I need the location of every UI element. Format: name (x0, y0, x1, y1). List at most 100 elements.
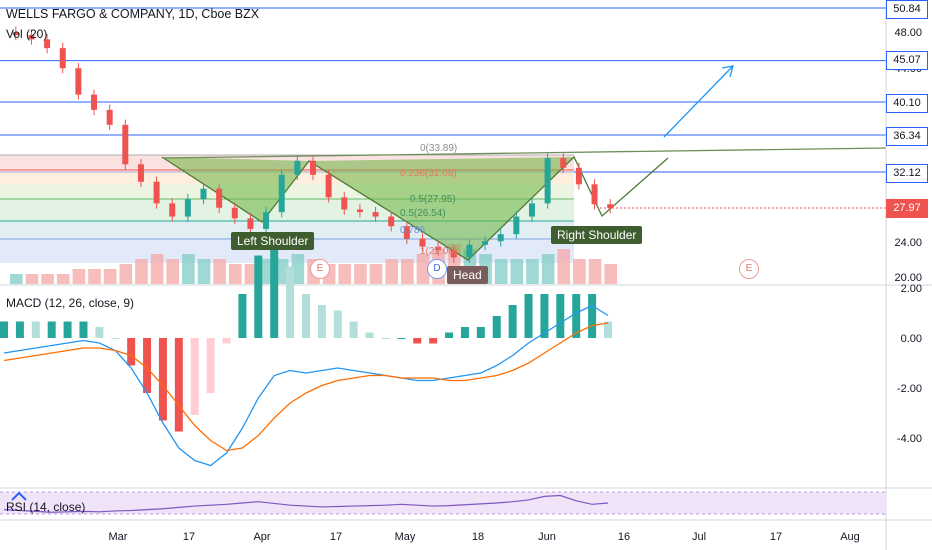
time-tick: May (394, 531, 416, 543)
candle-body (12, 32, 19, 35)
left-shoulder-label[interactable]: Left Shoulder (231, 232, 315, 250)
target-arrow-line[interactable] (663, 66, 733, 138)
volume-bar (541, 254, 555, 284)
volume-bar (244, 264, 258, 284)
price-tick: 48.00 (894, 27, 922, 39)
price-tick: 24.00 (894, 237, 922, 249)
macd-histogram-bar (222, 338, 231, 344)
rsi-band (0, 492, 886, 514)
neckline[interactable] (161, 147, 887, 159)
macd-histogram-bar (270, 244, 279, 338)
candle-body (356, 209, 363, 213)
macd-tick: 0.00 (900, 333, 922, 345)
candle-body (91, 94, 98, 110)
volume-bar (103, 269, 117, 284)
candle-body (28, 35, 35, 40)
fib-label-236: 0.236(31.08) (400, 168, 457, 179)
volume-indicator-title[interactable]: Vol (20) (6, 27, 48, 41)
earnings-event-icon[interactable]: E (310, 259, 330, 279)
time-tick: 18 (471, 531, 485, 543)
price-level-label[interactable]: 36.34 (886, 127, 928, 146)
candle-body (310, 160, 316, 175)
time-tick: Mar (108, 531, 128, 543)
candle-body (560, 158, 567, 168)
volume-bar (510, 259, 524, 284)
candle-body (200, 188, 207, 200)
macd-histogram-bar (604, 321, 612, 338)
macd-histogram-bar (79, 321, 88, 338)
macd-histogram-bar (158, 338, 167, 421)
volume-bar (72, 269, 86, 284)
volume-bar (88, 269, 101, 284)
macd-histogram-bar (254, 255, 263, 338)
candle-body (544, 158, 551, 204)
candle-body (263, 212, 270, 229)
candle-body (575, 167, 582, 185)
macd-histogram-bar (206, 338, 215, 393)
candle-body (591, 184, 598, 205)
head-and-shoulders-pattern[interactable] (161, 65, 887, 261)
candle-body (341, 197, 348, 210)
macd-histogram-bar (524, 294, 533, 338)
volume-bar (275, 259, 289, 284)
time-tick: Apr (253, 531, 271, 543)
right-shoulder-label[interactable]: Right Shoulder (551, 226, 643, 244)
price-level-lines[interactable] (0, 7, 886, 173)
candle-body (231, 207, 238, 219)
dividend-event-icon[interactable]: D (427, 259, 447, 279)
macd-histogram-bar (540, 294, 549, 338)
macd-indicator-title[interactable]: MACD (12, 26, close, 9) (6, 296, 135, 310)
macd-histogram-bar (413, 338, 422, 344)
candle-body (435, 246, 442, 251)
price-level-label[interactable]: 50.84 (886, 0, 928, 19)
fib-label-5: 0.5(27.95) (410, 194, 456, 205)
volume-bar (573, 259, 586, 284)
macd-histogram-bar (111, 338, 120, 339)
volume-bar (150, 254, 164, 284)
macd-histogram-bar (508, 305, 517, 338)
time-tick: 16 (617, 531, 631, 543)
volume-bar (56, 274, 70, 284)
macd-histogram-bar (349, 321, 358, 338)
time-tick: 17 (182, 531, 196, 543)
candle-body (169, 203, 176, 217)
candle-body (294, 160, 301, 175)
macd-histogram-bar (238, 294, 247, 338)
macd-histogram (0, 244, 612, 432)
volume-bar (401, 259, 414, 284)
volume-bar (416, 254, 430, 284)
candle-body (497, 234, 504, 242)
rsi-indicator-title[interactable]: RSI (14, close) (6, 500, 86, 514)
macd-tick: 2.00 (900, 283, 922, 295)
macd-histogram-bar (174, 338, 183, 432)
volume-bar (588, 259, 602, 284)
price-candles[interactable] (12, 26, 614, 263)
price-level-label[interactable]: 40.10 (886, 94, 928, 113)
volume-bar (182, 254, 195, 284)
collapse-pane-icon[interactable] (10, 489, 28, 501)
current-price-label[interactable]: 27.97 (886, 199, 928, 218)
candle-body (325, 174, 332, 198)
candle-body (528, 203, 535, 217)
macd-line (3, 304, 609, 467)
price-level-label[interactable]: 45.07 (886, 51, 928, 70)
chart-header[interactable]: WELLS FARGO & COMPANY, 1D, Cboe BZX (6, 7, 260, 21)
volume-bar (10, 274, 23, 284)
candle-body (513, 216, 520, 235)
pattern-head-triangle (309, 157, 574, 260)
macd-histogram-bar (95, 327, 104, 338)
earnings-event-icon[interactable]: E (739, 259, 759, 279)
macd-histogram-bar (333, 310, 342, 338)
macd-histogram-bar (556, 294, 565, 338)
volume-bar (213, 259, 226, 284)
macd-histogram-bar (286, 266, 295, 338)
time-tick: 17 (329, 531, 343, 543)
volume-bar (291, 254, 305, 284)
candle-body (450, 250, 457, 258)
candle-body (59, 48, 66, 69)
macd-histogram-bar (15, 321, 24, 338)
head-label[interactable]: Head (447, 266, 488, 284)
price-level-label[interactable]: 32.12 (886, 164, 928, 183)
macd-tick: -2.00 (896, 383, 922, 395)
